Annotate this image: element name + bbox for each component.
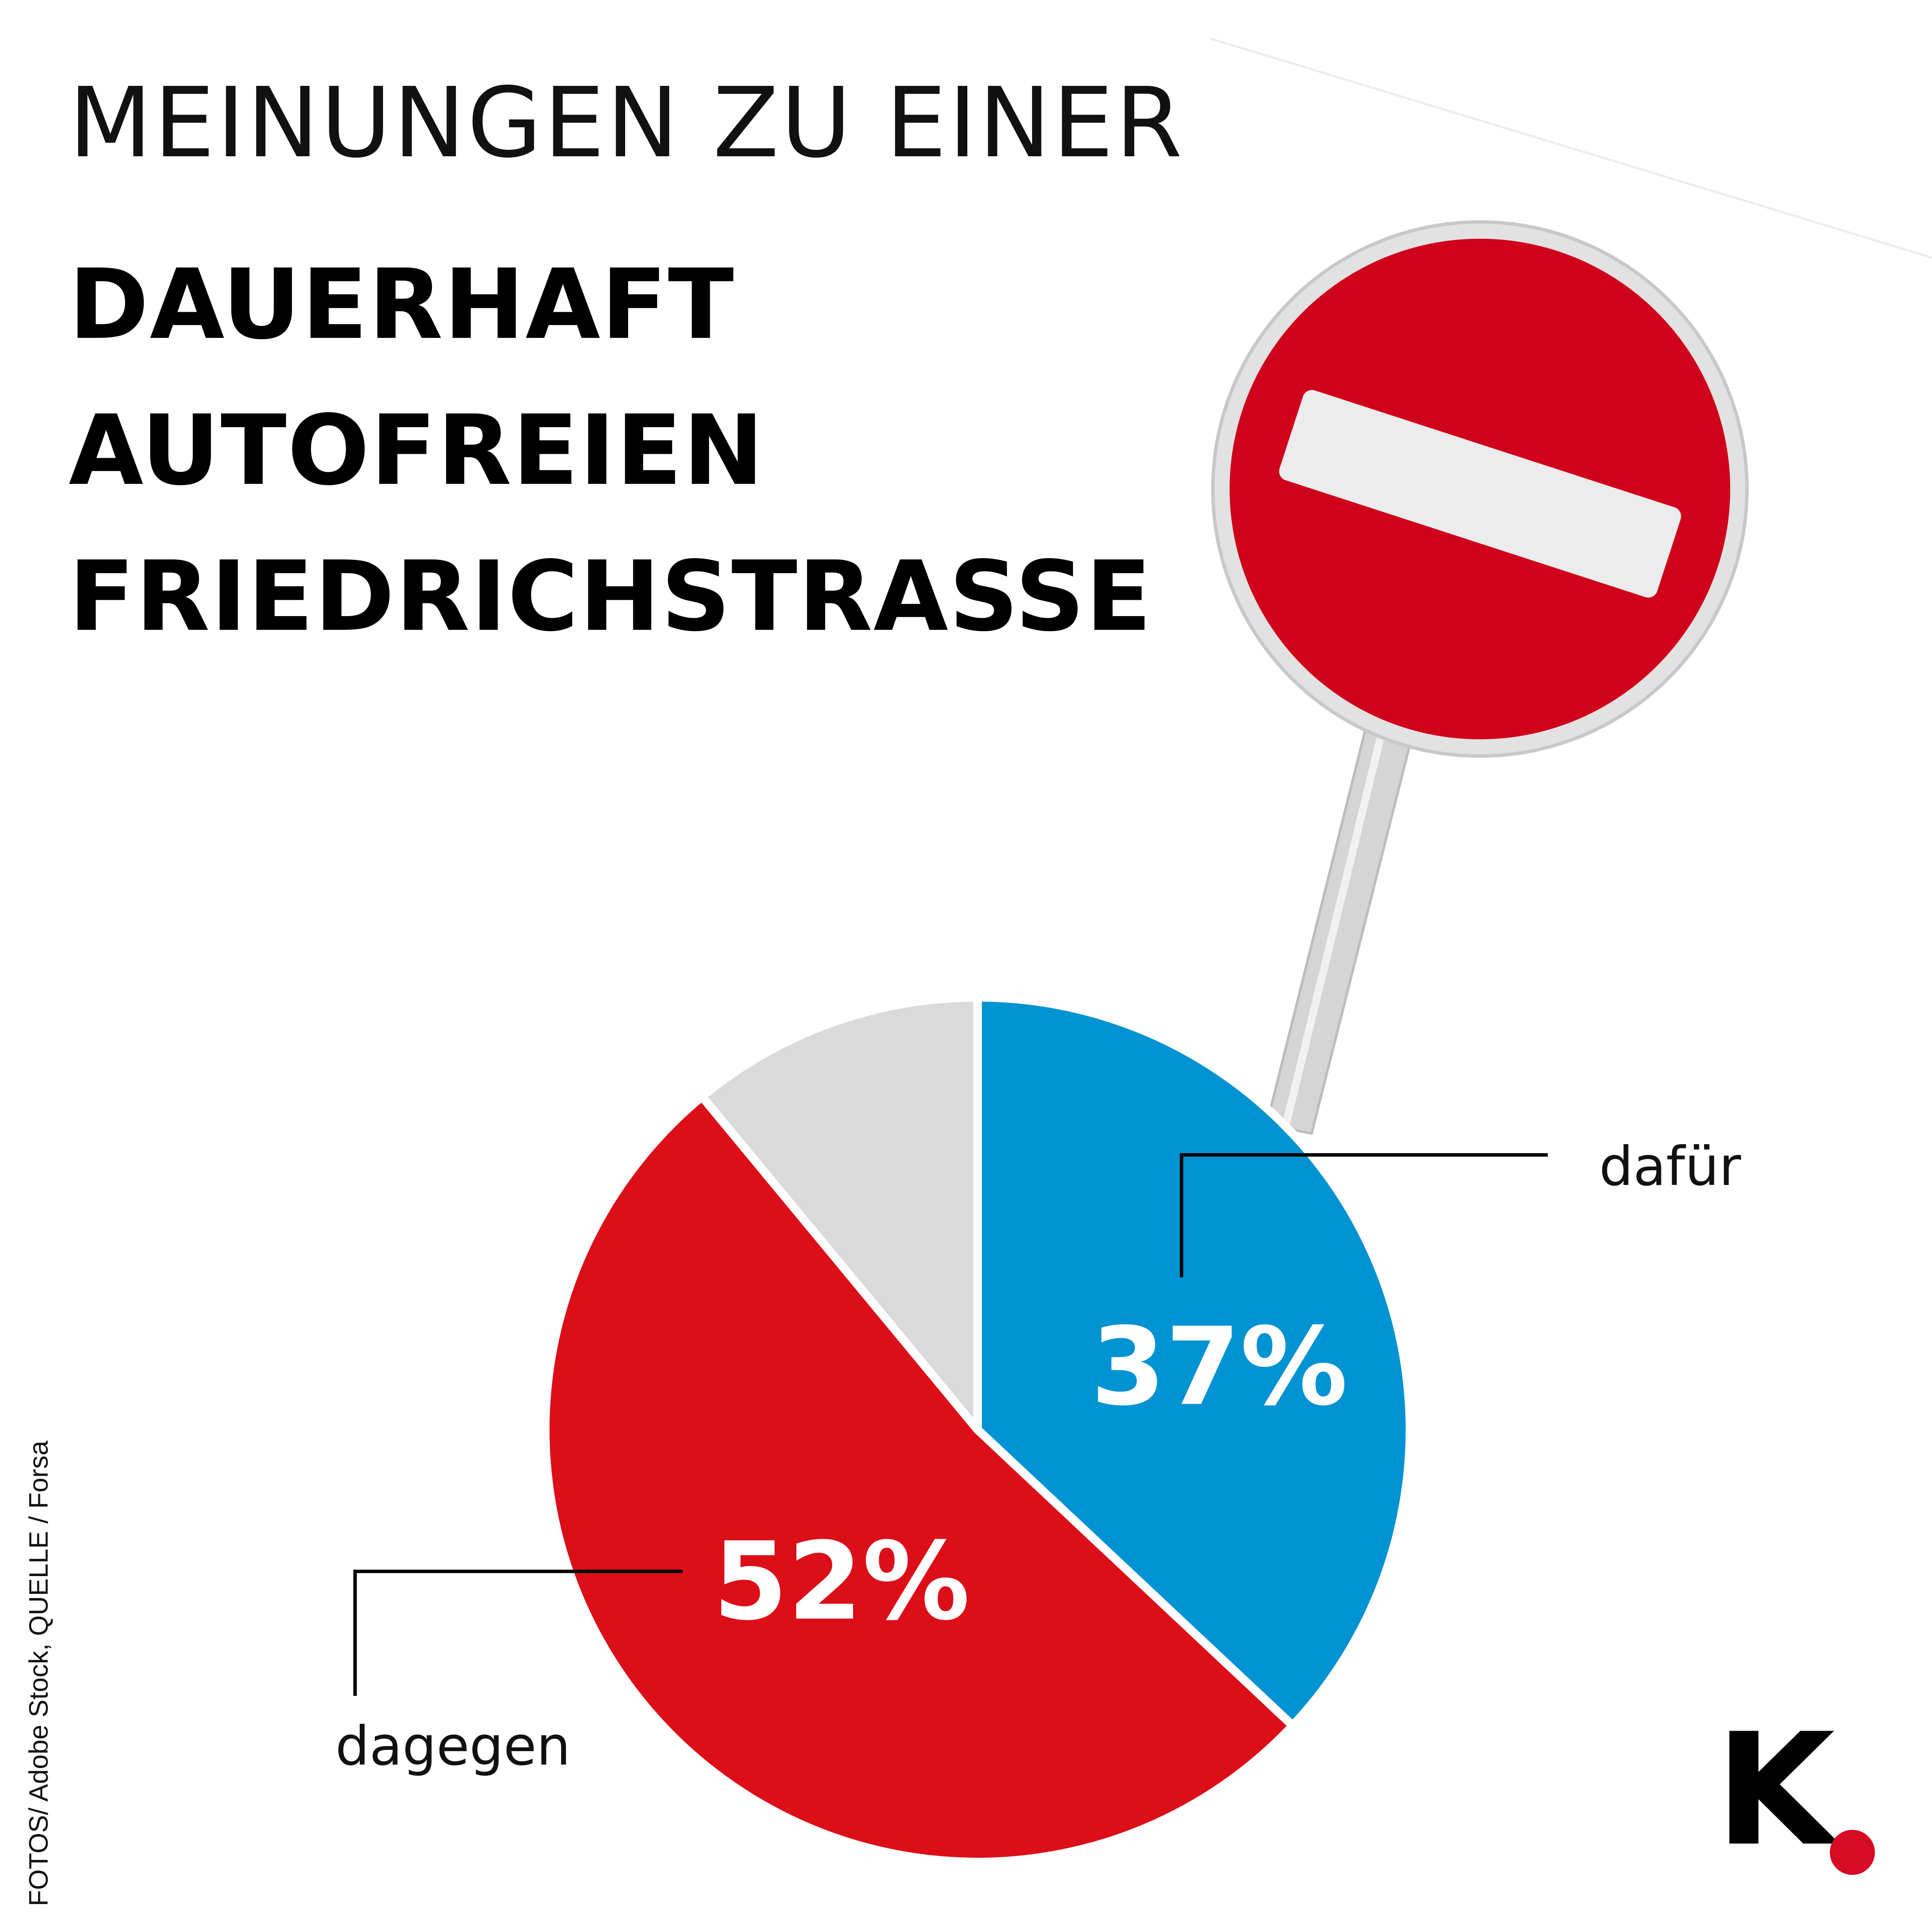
- title-bold: DAUERHAFT AUTOFREIEN FRIEDRICHSTRASSE: [69, 232, 1152, 670]
- pie-slice-dafr: [973, 993, 1414, 1730]
- title-line-3: AUTOFREIEN: [69, 395, 765, 507]
- pie-chart: [541, 993, 1414, 1866]
- pie-slice-dagegen: [541, 1092, 1297, 1866]
- logo-dot: [1830, 1830, 1875, 1875]
- title-line-4: FRIEDRICHSTRASSE: [69, 541, 1153, 653]
- title-line-1: MEINUNGEN ZU EINER: [69, 67, 1184, 179]
- pie-labels: 37% dafür 52% dagegen: [335, 1136, 1741, 1777]
- pie-value-label: 52%: [713, 1519, 970, 1644]
- pie-category-label: dagegen: [335, 1715, 571, 1777]
- sign-pole-highlight: [1282, 737, 1384, 1126]
- logo-letter: K: [1715, 1700, 1835, 1880]
- sign-pole: [1265, 728, 1414, 1135]
- sign-bar: [1279, 390, 1681, 598]
- source-credit: FOTOS/ Adobe Stock, QUELLE / Forsa: [24, 1440, 54, 1906]
- pie-slice-other: [698, 993, 982, 1434]
- leader-lines: [353, 1153, 1548, 1696]
- leader-line-dafuer: [1180, 1153, 1548, 1277]
- leader-line-dagegen: [353, 1570, 683, 1696]
- pie-value-label: 37%: [1091, 1304, 1348, 1429]
- pie-category-label: dafür: [1599, 1136, 1741, 1198]
- no-entry-sign-image: [1211, 220, 1749, 1135]
- title-line-2: DAUERHAFT: [69, 249, 735, 361]
